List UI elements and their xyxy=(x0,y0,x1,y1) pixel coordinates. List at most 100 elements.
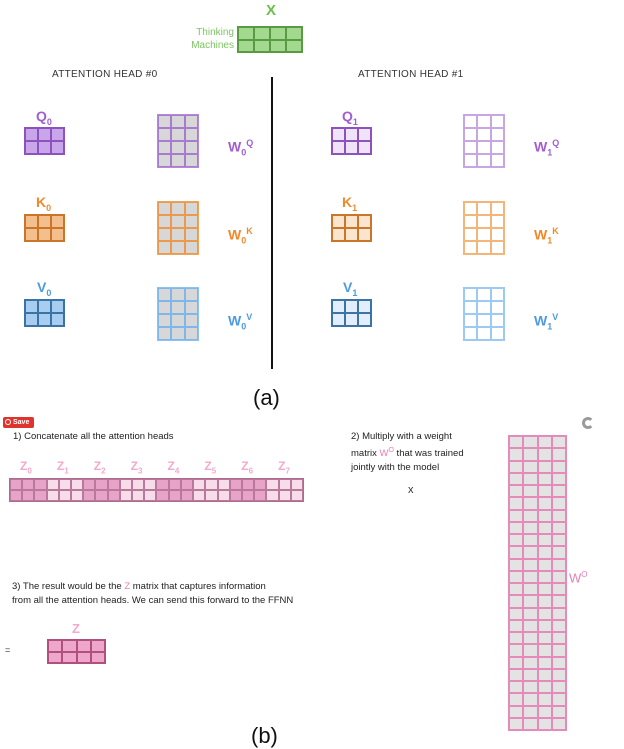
matrix-cell xyxy=(537,693,552,706)
matrix-cell xyxy=(76,651,91,663)
matrix-cell xyxy=(490,288,504,301)
matrix-cell xyxy=(537,436,552,449)
matrix-cell xyxy=(217,479,230,490)
matrix-cell xyxy=(25,141,38,154)
matrix-cell xyxy=(25,215,38,228)
matrix-cell xyxy=(144,490,157,501)
k1-label: K1 xyxy=(342,194,358,213)
z-result-matrix xyxy=(47,639,106,664)
matrix-cell xyxy=(551,644,566,657)
matrix-cell xyxy=(509,448,524,461)
matrix-cell xyxy=(158,215,172,228)
matrix-cell xyxy=(158,241,172,254)
matrix-cell xyxy=(254,479,267,490)
word-machines: Machines xyxy=(191,40,234,51)
wv1-label: W1V xyxy=(534,312,559,332)
matrix-cell xyxy=(509,619,524,632)
matrix-cell xyxy=(509,668,524,681)
matrix-cell xyxy=(551,607,566,620)
matrix-cell xyxy=(345,228,358,241)
matrix-cell xyxy=(523,632,538,645)
matrix-cell xyxy=(551,448,566,461)
matrix-cell xyxy=(464,115,478,128)
matrix-cell xyxy=(132,479,145,490)
matrix-cell xyxy=(38,300,51,313)
matrix-cell xyxy=(551,472,566,485)
matrix-cell xyxy=(523,717,538,730)
caption-a: (a) xyxy=(253,385,280,410)
matrix-cell xyxy=(266,479,279,490)
word-thinking: Thinking xyxy=(196,27,234,38)
matrix-cell xyxy=(551,668,566,681)
multiply-sign: x xyxy=(408,484,414,496)
step2-text: 2) Multiply with a weight matrix WO that… xyxy=(351,431,464,474)
matrix-cell xyxy=(193,490,206,501)
matrix-cell xyxy=(551,460,566,473)
matrix-cell xyxy=(62,640,77,652)
matrix-cell xyxy=(523,668,538,681)
matrix-cell xyxy=(477,288,491,301)
matrix-cell xyxy=(184,128,198,141)
matrix-cell xyxy=(254,490,267,501)
matrix-cell xyxy=(551,705,566,718)
v1-label: V1 xyxy=(343,279,358,298)
matrix-cell xyxy=(51,228,64,241)
matrix-cell xyxy=(34,490,47,501)
wk0-matrix xyxy=(157,201,199,255)
matrix-cell xyxy=(523,644,538,657)
matrix-cell xyxy=(51,313,64,326)
matrix-cell xyxy=(490,241,504,254)
matrix-cell xyxy=(158,141,172,154)
matrix-cell xyxy=(171,115,185,128)
matrix-cell xyxy=(168,490,181,501)
matrix-cell xyxy=(158,327,172,340)
matrix-cell xyxy=(171,241,185,254)
matrix-cell xyxy=(83,479,96,490)
matrix-cell xyxy=(490,115,504,128)
matrix-cell xyxy=(358,313,371,326)
matrix-cell xyxy=(270,39,286,52)
matrix-cell xyxy=(537,472,552,485)
matrix-cell xyxy=(266,490,279,501)
matrix-cell xyxy=(205,479,218,490)
matrix-cell xyxy=(90,640,105,652)
matrix-cell xyxy=(551,546,566,559)
matrix-cell xyxy=(38,313,51,326)
save-button[interactable]: Save xyxy=(3,417,34,428)
matrix-cell xyxy=(119,479,133,490)
matrix-cell xyxy=(523,472,538,485)
reload-icon[interactable] xyxy=(582,417,594,429)
k0-label: K0 xyxy=(36,194,52,213)
matrix-cell xyxy=(184,314,198,327)
matrix-cell xyxy=(477,314,491,327)
matrix-cell xyxy=(332,228,345,241)
matrix-cell xyxy=(477,301,491,314)
matrix-cell xyxy=(58,490,72,501)
matrix-cell xyxy=(62,651,77,663)
matrix-cell xyxy=(509,656,524,669)
matrix-cell xyxy=(537,607,552,620)
matrix-cell xyxy=(464,128,478,141)
v0-label: V0 xyxy=(37,279,52,298)
matrix-cell xyxy=(158,115,172,128)
z-result-label: Z xyxy=(72,621,80,636)
matrix-cell xyxy=(523,546,538,559)
matrix-cell xyxy=(537,644,552,657)
matrix-cell xyxy=(241,479,255,490)
matrix-cell xyxy=(132,490,145,501)
matrix-cell xyxy=(10,490,23,501)
matrix-cell xyxy=(464,301,478,314)
matrix-cell xyxy=(184,154,198,167)
matrix-cell xyxy=(184,228,198,241)
matrix-cell xyxy=(551,656,566,669)
matrix-cell xyxy=(171,215,185,228)
matrix-cell xyxy=(537,632,552,645)
matrix-cell xyxy=(490,154,504,167)
v1-matrix xyxy=(331,299,372,327)
head-0-title: ATTENTION HEAD #0 xyxy=(52,69,158,80)
matrix-cell xyxy=(51,215,64,228)
matrix-cell xyxy=(477,241,491,254)
wq0-matrix xyxy=(157,114,199,168)
matrix-cell xyxy=(509,681,524,694)
matrix-cell xyxy=(38,228,51,241)
